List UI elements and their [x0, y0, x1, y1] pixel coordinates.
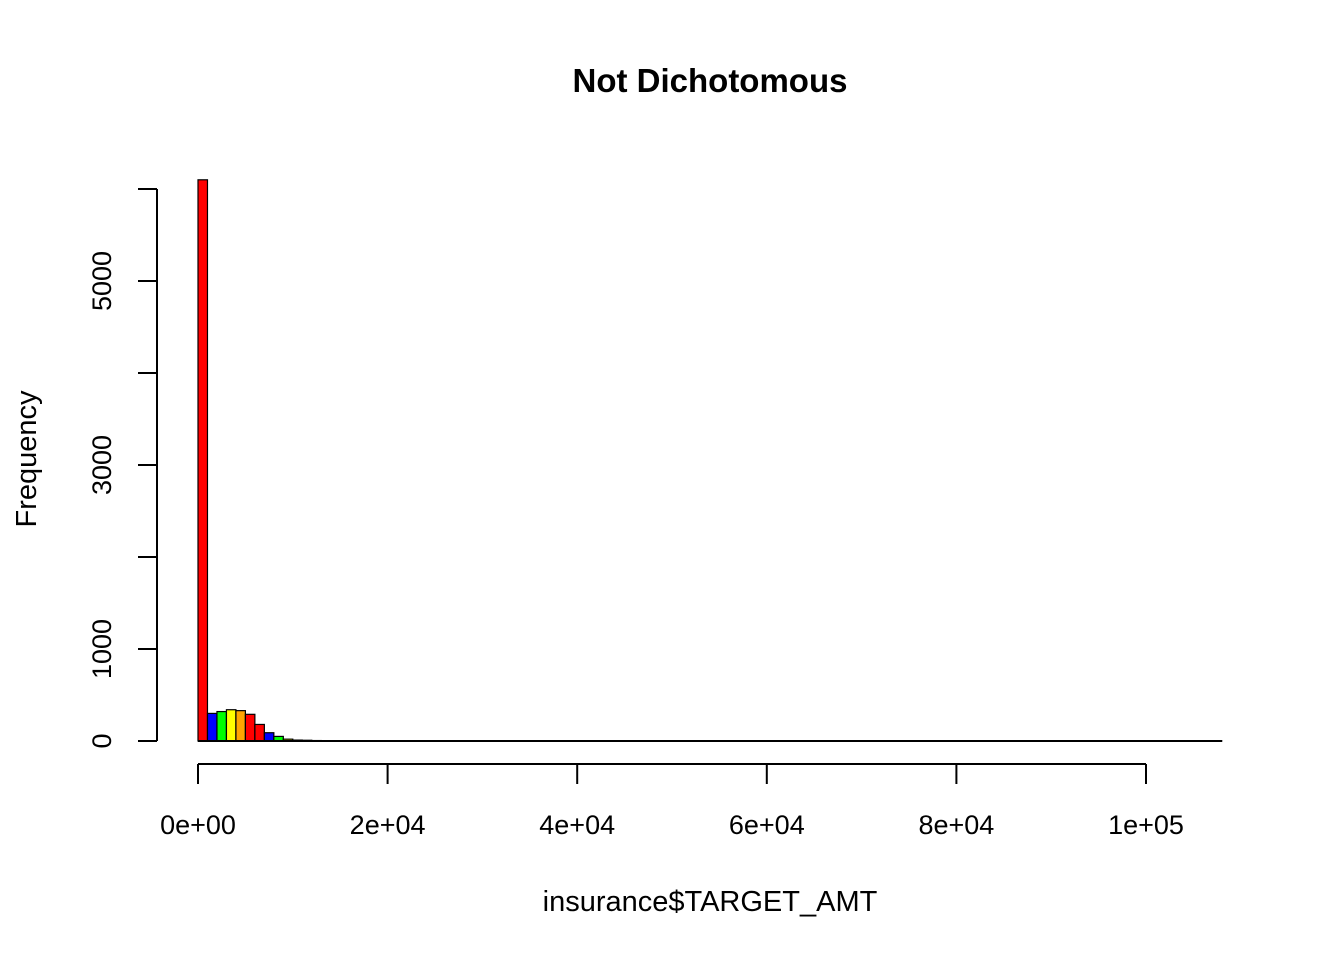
y-axis-label: Frequency	[11, 390, 43, 528]
chart-title: Not Dichotomous	[573, 62, 848, 99]
y-tick-label: 0	[87, 733, 117, 748]
x-axis: 0e+00 2e+04 4e+04 6e+04 8e+04 1e+05	[160, 764, 1184, 840]
histogram-bar	[264, 733, 273, 741]
y-tick-label: 1000	[87, 619, 117, 679]
histogram-bar	[207, 713, 216, 741]
x-tick-label: 6e+04	[729, 810, 805, 840]
histogram-bar	[217, 712, 226, 741]
x-tick-label: 2e+04	[350, 810, 426, 840]
y-tick-label: 3000	[87, 435, 117, 495]
histogram-bar	[236, 711, 245, 741]
histogram-bar	[255, 724, 264, 741]
x-axis-label: insurance$TARGET_AMT	[543, 886, 878, 918]
x-tick-label: 1e+05	[1108, 810, 1184, 840]
x-tick-label: 4e+04	[539, 810, 615, 840]
histogram-bar	[198, 180, 207, 741]
x-tick-label: 8e+04	[918, 810, 994, 840]
histogram-bar	[226, 710, 235, 741]
y-axis: 0 1000 3000 5000	[87, 189, 157, 749]
y-tick-label: 5000	[87, 251, 117, 311]
histogram-bars	[198, 180, 1222, 741]
x-tick-label: 0e+00	[160, 810, 236, 840]
histogram-bar	[245, 714, 254, 741]
